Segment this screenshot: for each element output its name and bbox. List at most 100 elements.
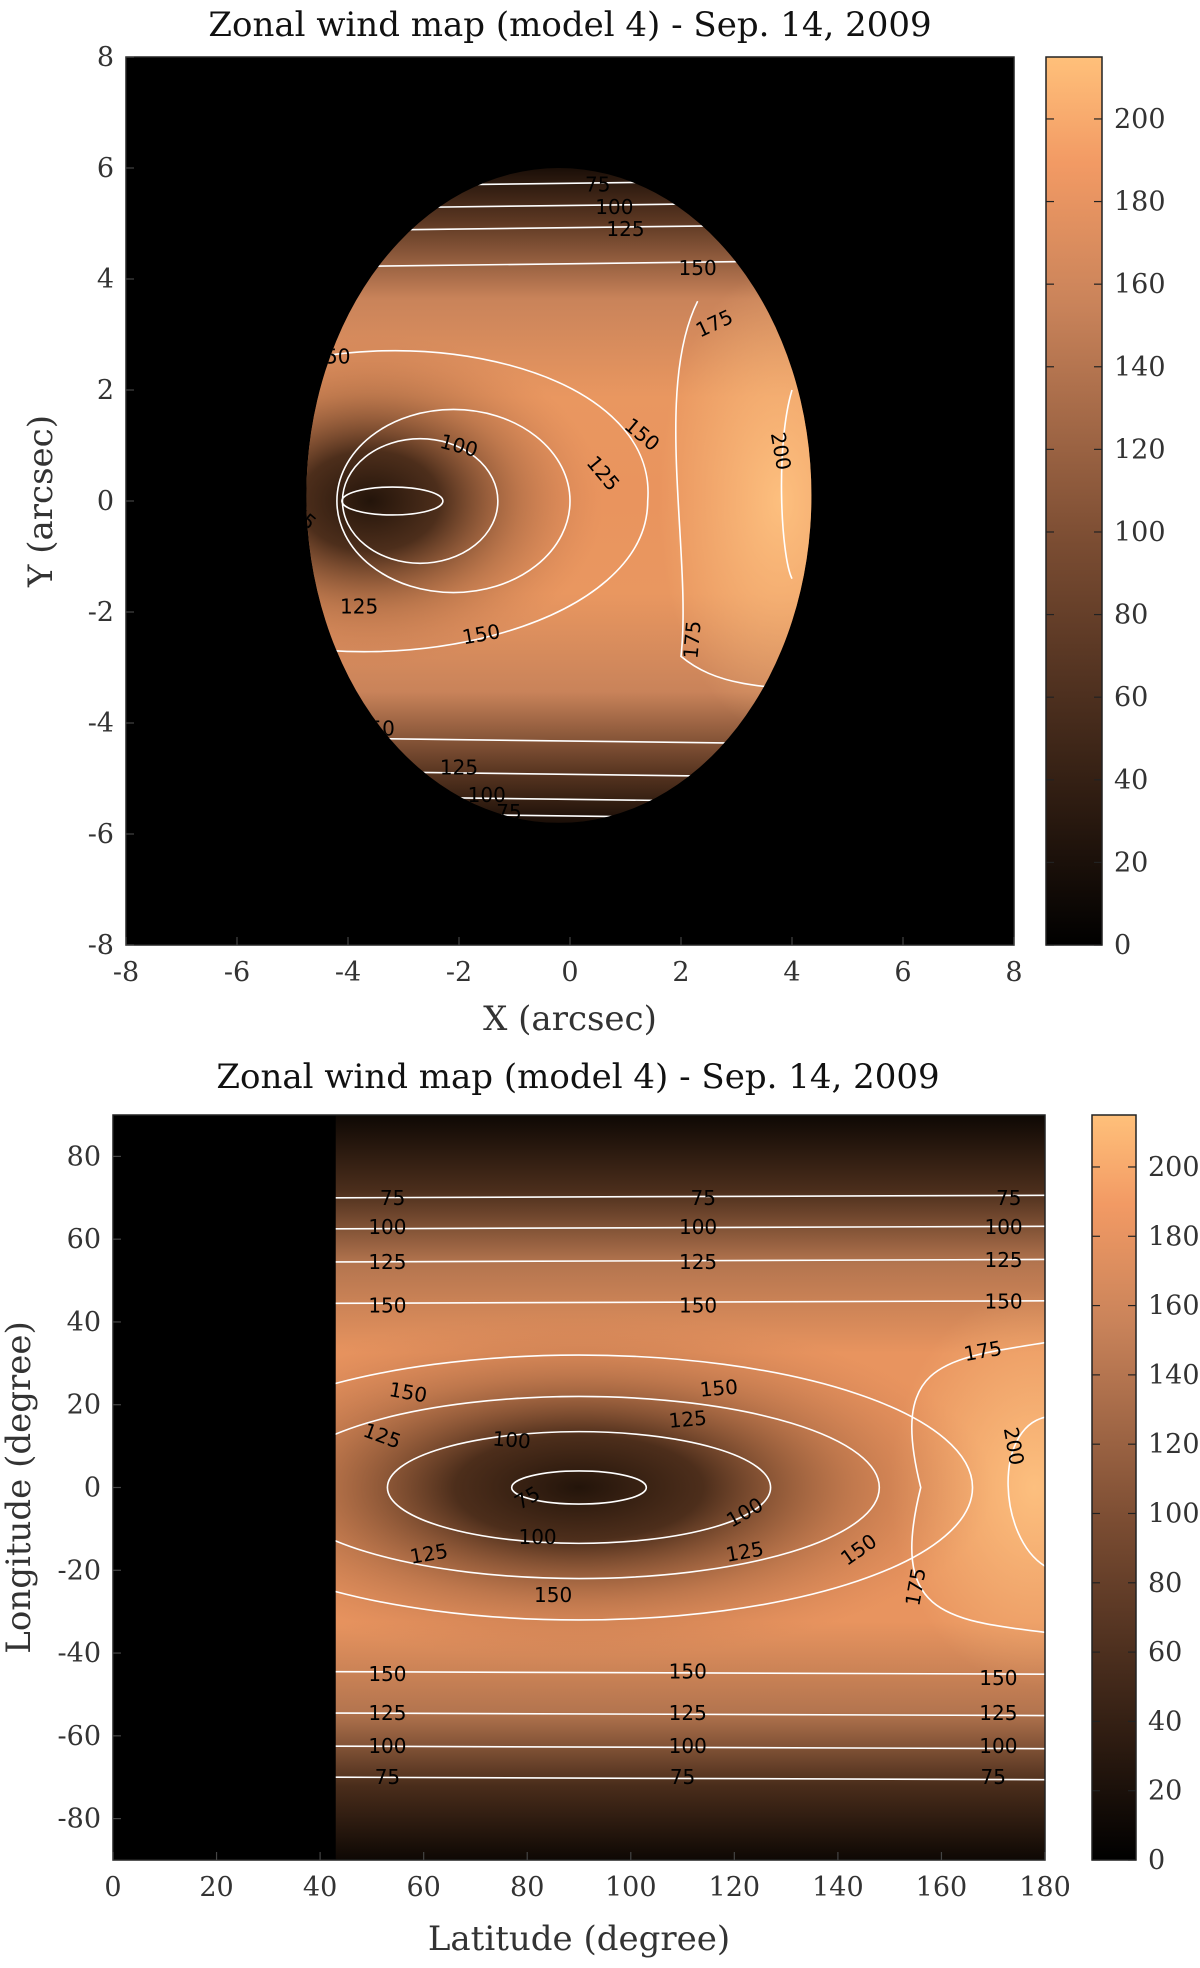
contour-label: 150 [368,1662,406,1686]
colorbar-tick-label: 100 [1148,1498,1200,1529]
contour-label: 125 [669,1701,707,1725]
y-tick-label: 80 [67,1141,101,1172]
colorbar-tick-label: 160 [1114,269,1166,300]
contour-line [510,1470,648,1505]
x-tick-label: 140 [812,1872,864,1903]
contour-label: 100 [679,1215,717,1239]
contour-label: 75 [691,1186,716,1210]
contour-label: 75 [375,1765,400,1789]
contour-line [1007,1416,1045,1567]
contour-label: 125 [368,1250,406,1274]
colorbar-tick-label: 200 [1148,1152,1200,1183]
low-wind-core [335,1313,994,1662]
y-tick-label: 0 [97,486,114,517]
x-tick-label: -2 [446,957,472,988]
contour-label: 150 [669,1660,707,1684]
y-tick-label: -8 [88,930,114,961]
contour-line [335,1745,1045,1750]
contour-label: 125 [368,1701,406,1725]
contour-label: 125 [984,1248,1022,1272]
contour-label: 75 [380,1186,405,1210]
contour-label: 125 [440,755,478,779]
contour-label: 125 [668,1406,708,1433]
disk-map-figure: 7510012515017515012510015012520075100125… [21,5,1166,1039]
contour-label: 125 [606,217,644,241]
x-tick-label: 160 [916,1872,968,1903]
y-tick-label: 2 [97,375,114,406]
colorbar [1045,56,1103,946]
colorbar-tick-label: 140 [1114,352,1166,383]
contour-label: 125 [679,1250,717,1274]
chart-title: Zonal wind map (model 4) - Sep. 14, 2009 [216,1057,939,1097]
x-axis-label: X (arcsec) [483,999,657,1039]
y-tick-label: 6 [97,153,114,184]
contour-line [335,1354,974,1621]
colorbar-tick-label: 40 [1148,1706,1182,1737]
contour-label: 100 [368,1734,406,1758]
y-tick-label: -60 [58,1721,101,1752]
colorbar-tick-label: 180 [1148,1221,1200,1252]
x-tick-label: 60 [406,1872,440,1903]
x-tick-label: 0 [561,957,578,988]
contour-line [335,1776,1045,1781]
x-tick-label: 180 [1019,1872,1071,1903]
contour-label: 150 [699,1375,739,1402]
contour-label: 150 [534,1583,572,1607]
colorbar-tick-label: 180 [1114,187,1166,218]
contour-line [335,1670,1045,1675]
colorbar-tick-label: 140 [1148,1360,1200,1391]
contour-label: 100 [984,1215,1022,1239]
colorbar-tick-label: 20 [1114,847,1148,878]
x-tick-label: 6 [894,957,911,988]
colorbar [1091,1114,1137,1861]
x-tick-label: 8 [1005,957,1022,988]
contour-label: 100 [518,1525,556,1549]
y-axis-label: Longitude (degree) [0,1321,39,1654]
contour-label: 100 [669,1734,707,1758]
contour-label: 150 [368,1293,406,1317]
y-tick-label: 8 [97,42,114,73]
contour-line [306,349,649,653]
colorbar-tick-label: 20 [1148,1776,1182,1807]
contour-line [335,1300,1045,1305]
colorbar-tick-label: 200 [1114,104,1166,135]
disk-map-chart: 7510012515017515012510015012520075100125… [21,5,1166,1039]
contour-label: 75 [996,1186,1021,1210]
low-wind-core [306,334,604,668]
contour-label: 150 [984,1289,1022,1313]
contour-line [335,1225,1045,1230]
contour-label: 100 [492,1426,532,1453]
x-tick-label: 80 [510,1872,544,1903]
x-tick-label: 0 [104,1872,121,1903]
y-tick-label: 4 [97,264,114,295]
contours [335,1194,1045,1781]
colorbar-tick-label: 60 [1114,682,1148,713]
x-tick-label: -6 [224,957,250,988]
contour-line [335,1194,1045,1199]
contour-label: 75 [585,173,610,197]
contour-label: 100 [979,1734,1017,1758]
y-axis-label: Y (arcsec) [21,415,61,588]
contour-label: 150 [979,1666,1017,1690]
chart-title: Zonal wind map (model 4) - Sep. 14, 2009 [208,5,931,45]
y-tick-label: -20 [58,1555,101,1586]
y-tick-label: 0 [84,1473,101,1504]
x-tick-label: 40 [303,1872,337,1903]
contour-label: 150 [679,256,717,280]
contour-label: 125 [340,594,378,618]
colorbar-tick-label: 160 [1148,1291,1200,1322]
y-tick-label: -40 [58,1638,101,1669]
y-tick-label: 40 [67,1307,101,1338]
colorbar-tick-label: 60 [1148,1637,1182,1668]
contour-label: 75 [670,1765,695,1789]
x-tick-label: 100 [605,1872,657,1903]
latlon-map-figure: 75 75 75 100 100 100 125 125 125 150 150 150 175 150 1… [0,1050,1200,1968]
x-tick-label: 4 [783,957,800,988]
contour-line [386,1430,772,1545]
colorbar-tick-label: 100 [1114,517,1166,548]
colorbar-tick-label: 120 [1148,1429,1200,1460]
y-tick-label: -80 [58,1804,101,1835]
contour-label: 125 [979,1701,1017,1725]
colorbar-tick-label: 120 [1114,434,1166,465]
